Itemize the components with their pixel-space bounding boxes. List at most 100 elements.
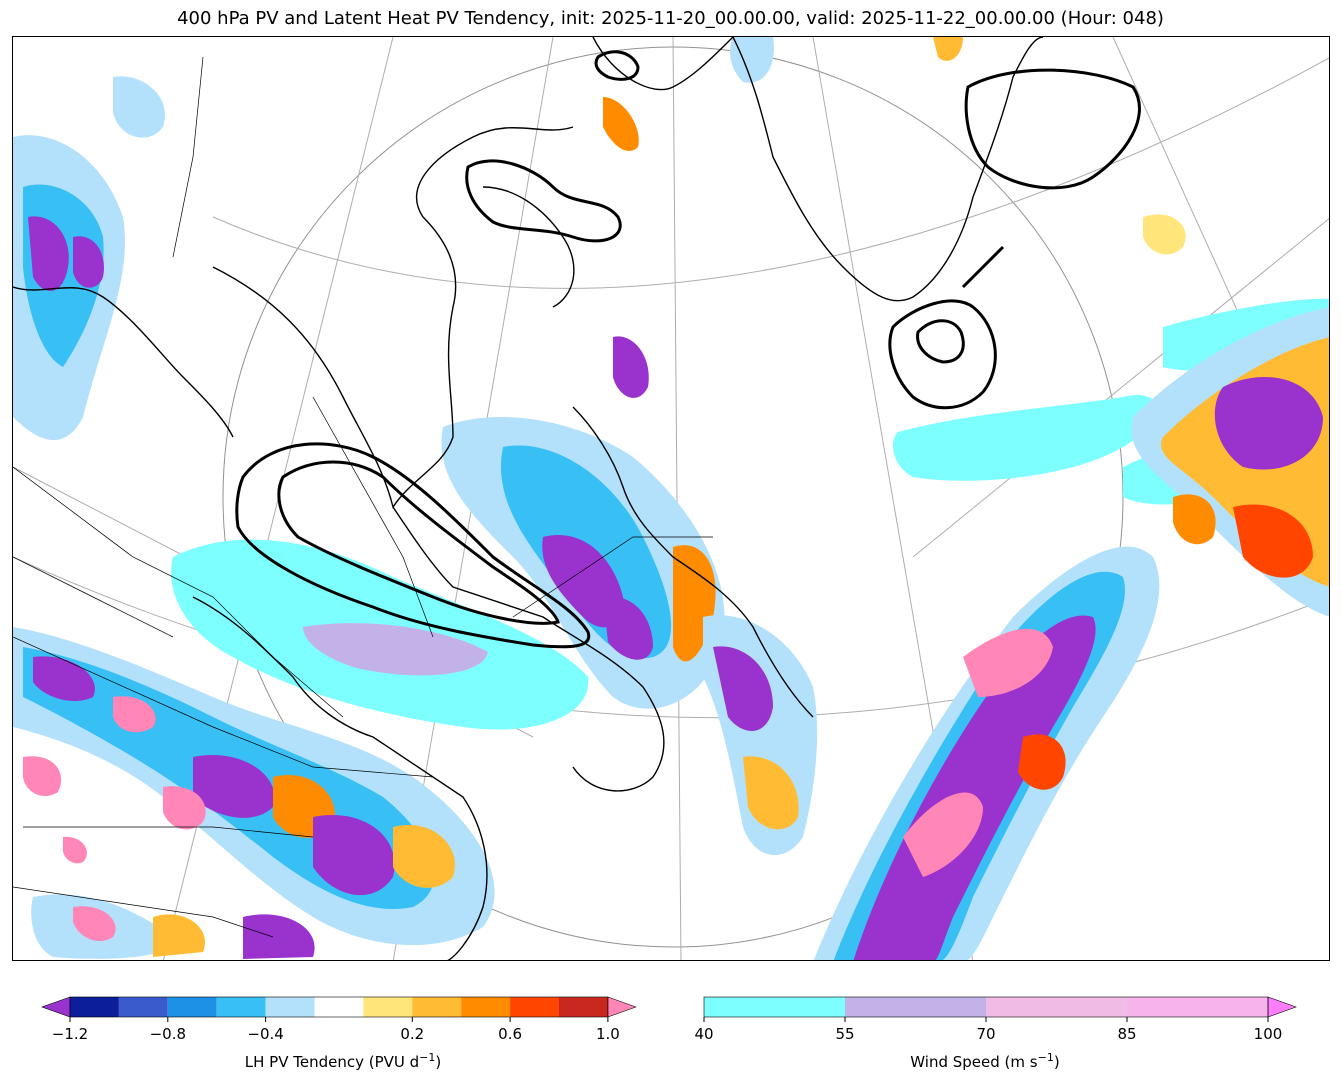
coast-labrador — [572, 406, 814, 718]
colorbar-lh-ticks: −1.2 −0.8 −0.4 0.2 0.6 1.0 — [52, 1017, 620, 1043]
colorbar-lh-tick-label: −0.4 — [247, 1025, 283, 1043]
lh-blob — [393, 825, 455, 888]
colorbar-lh-extend-high — [607, 996, 637, 1018]
lh-blob — [1233, 504, 1313, 578]
colorbar-lh-swatch — [118, 997, 168, 1017]
lh-blob — [153, 914, 205, 957]
lh-blob — [603, 596, 653, 660]
colorbar-wind-swatch — [845, 997, 986, 1017]
colorbar-lh-swatch — [412, 997, 462, 1017]
colorbar-lh-pv-tendency: −1.2 −0.8 −0.4 0.2 0.6 1.0 LH PV Tendency (PV… — [40, 992, 646, 1076]
lh-blob — [113, 696, 156, 733]
lh-blob — [313, 815, 395, 896]
colorbar-lh-swatch — [265, 997, 315, 1017]
colorbar-lh-tick-label: 0.6 — [498, 1025, 522, 1043]
colorbar-wind-extend-high — [1267, 996, 1297, 1018]
colorbar-lh-swatch — [167, 997, 217, 1017]
lh-blob — [62, 836, 87, 864]
colorbar-lh-swatch — [510, 997, 559, 1017]
lh-blob — [193, 755, 275, 818]
lh-blob — [28, 216, 69, 291]
colorbar-lh-tick-label: 1.0 — [596, 1025, 620, 1043]
pv-contour-low-outer — [888, 299, 997, 410]
lh-blob — [613, 336, 649, 398]
colorbar-lh-swatch — [216, 997, 266, 1017]
lh-blob — [1214, 377, 1323, 470]
coast-baffin-2 — [482, 186, 575, 308]
colorbar-wind-label: Wind Speed (m s−1) — [910, 1051, 1059, 1071]
colorbar-wind-tick-label: 100 — [1254, 1025, 1283, 1043]
colorbar-wind-swatch — [1127, 997, 1268, 1017]
coast-arctic-west — [13, 286, 234, 438]
lh-blob — [743, 756, 799, 830]
coast-hudson-bay — [212, 126, 574, 509]
coast-east-us — [192, 596, 488, 960]
colorbar-wind-tick-label: 40 — [695, 1025, 714, 1043]
lh-blob — [243, 914, 315, 959]
lh-blob — [603, 97, 639, 151]
coast-labrador-quebec — [392, 506, 665, 792]
pv-contour-outer — [235, 442, 591, 649]
pv-contour-tail — [961, 245, 1005, 289]
colorbar-wind-speed: 40 55 70 85 100 Wind Speed (m s−1) — [694, 992, 1305, 1076]
lh-blob — [33, 656, 95, 702]
coastlines — [13, 37, 1044, 960]
lh-blob — [1018, 734, 1066, 790]
pv-contours — [235, 50, 1141, 649]
lh-blob — [1143, 214, 1186, 255]
lh-blob — [903, 792, 983, 877]
border — [13, 556, 174, 638]
colorbar-lh-svg: −1.2 −0.8 −0.4 0.2 0.6 1.0 LH PV Tendency (PV… — [41, 996, 637, 1071]
colorbar-lh-swatch — [70, 997, 119, 1017]
border — [512, 536, 713, 618]
colorbar-lh-swatch — [461, 997, 511, 1017]
graticule-lat-1 — [212, 57, 1329, 289]
pv-contour-small — [594, 50, 640, 81]
lh-blob — [542, 535, 624, 628]
colorbar-lh-outline — [69, 996, 609, 1018]
colorbar-wind-swatch — [704, 997, 845, 1017]
graticule-lon-1 — [672, 37, 682, 960]
colorbar-wind-swatch — [986, 997, 1127, 1017]
colorbar-lh-swatches — [41, 996, 637, 1018]
lh-pv-tendency-fill — [13, 37, 1329, 960]
graticule-lon-6 — [912, 217, 1329, 558]
pv-contour-baffin — [465, 159, 622, 243]
lh-blob — [730, 37, 774, 83]
lh-blob — [933, 37, 963, 61]
political-boundaries — [13, 56, 713, 938]
lh-blob — [23, 756, 62, 797]
lh-blob — [73, 236, 104, 288]
pv-contour-greenland — [964, 68, 1141, 190]
lh-blob — [713, 646, 773, 731]
pv-contour-inner — [277, 460, 560, 625]
colorbar-lh-tick-label: 0.2 — [400, 1025, 424, 1043]
colorbar-lh-extend-low — [41, 996, 71, 1018]
lh-blob — [113, 76, 165, 138]
coast-baffin — [592, 37, 734, 91]
colorbar-wind-tick-label: 85 — [1117, 1025, 1136, 1043]
border — [13, 466, 344, 718]
colorbar-wind-tick-label: 55 — [835, 1025, 854, 1043]
coast-greenland — [732, 37, 1044, 302]
colorbar-lh-swatch — [559, 997, 608, 1017]
lh-blob — [853, 615, 1096, 960]
colorbar-lh-tick-label: −0.8 — [150, 1025, 186, 1043]
colorbar-wind-swatches — [703, 996, 1297, 1018]
figure-title: 400 hPa PV and Latent Heat PV Tendency, … — [177, 8, 1164, 29]
colorbar-wind-ticks: 40 55 70 85 100 — [694, 1017, 1283, 1043]
border — [13, 636, 434, 778]
colorbar-wind-svg: 40 55 70 85 100 Wind Speed (m s−1) — [694, 996, 1297, 1071]
border — [172, 56, 204, 258]
colorbar-lh-label: LH PV Tendency (PVU d−1) — [245, 1051, 441, 1071]
jet-max-west — [303, 623, 488, 676]
lh-blob — [73, 906, 116, 942]
pv-contour-low-inner — [916, 319, 965, 364]
map-panel — [12, 36, 1330, 961]
colorbar-wind-tick-label: 70 — [976, 1025, 995, 1043]
lh-blob — [1173, 494, 1216, 545]
colorbar-lh-tick-label: −1.2 — [52, 1025, 88, 1043]
border — [23, 826, 314, 838]
lh-blob — [163, 786, 206, 830]
colorbar-lh-swatch — [363, 997, 413, 1017]
